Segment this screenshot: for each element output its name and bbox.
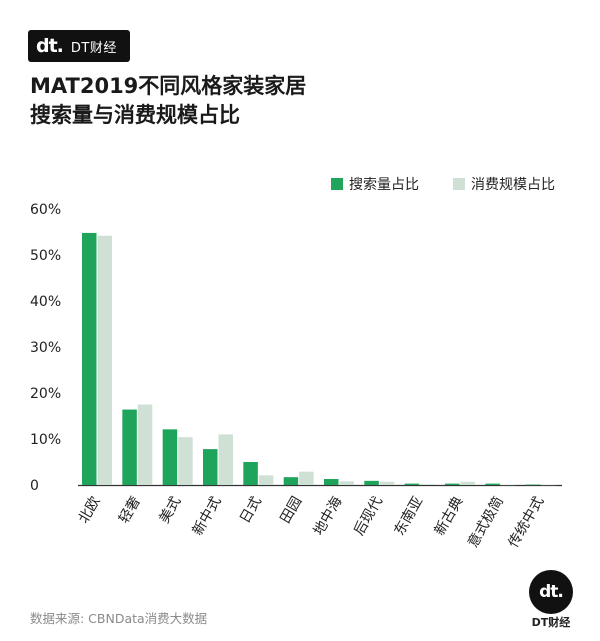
x-tick-label: 后现代: [351, 494, 386, 538]
legend-label-0: 搜索量占比: [349, 176, 419, 193]
x-tick-label: 地中海: [311, 494, 346, 538]
bar-search: [324, 479, 339, 485]
dt-logo-name: DT财经: [531, 616, 571, 629]
bar-search: [82, 232, 97, 485]
y-tick-label: 30%: [30, 340, 61, 356]
chart-title-line-1: MAT2019不同风格家装家居: [30, 74, 307, 98]
data-source: 数据来源: CBNData消费大数据: [30, 611, 208, 626]
bar-consumption: [258, 475, 274, 485]
x-tick-label: 北欧: [76, 494, 104, 526]
y-tick-label: 10%: [30, 432, 61, 448]
bar-search: [162, 429, 178, 485]
bar-search: [243, 462, 258, 485]
brand-badge: dt. DT财经: [28, 30, 130, 62]
bar-consumption: [137, 404, 153, 485]
x-tick-label: 东南亚: [391, 494, 426, 538]
x-tick-label: 美式: [156, 494, 184, 526]
legend-swatch-1: [453, 178, 465, 190]
brand-logo-mark: dt.: [36, 35, 64, 57]
y-tick-label: 60%: [30, 202, 61, 218]
bar-consumption: [460, 481, 475, 485]
y-tick-label: 50%: [30, 248, 61, 264]
bar-consumption: [178, 437, 193, 485]
legend-label-1: 消费规模占比: [471, 177, 555, 193]
x-tick-label: 新古典: [432, 494, 467, 538]
bar-consumption: [420, 484, 435, 485]
x-tick-label: 新中式: [190, 494, 225, 538]
chart-title: MAT2019不同风格家装家居 搜索量与消费规模占比: [30, 72, 570, 130]
bar-search: [122, 409, 137, 485]
x-tick-label: 轻奢: [116, 494, 144, 526]
bar-search: [485, 483, 500, 485]
x-tick-label: 日式: [237, 494, 265, 526]
y-tick-label: 20%: [30, 386, 61, 402]
legend-swatch-0: [331, 178, 343, 190]
bar-search: [404, 483, 420, 485]
bar-search: [364, 480, 379, 485]
y-tick-label: 0: [30, 478, 39, 494]
bar-consumption: [299, 471, 314, 485]
bar-consumption: [339, 481, 354, 485]
bar-consumption: [218, 434, 233, 485]
x-tick-label: 意式极简: [464, 494, 507, 551]
bar-search: [445, 483, 460, 485]
bar-consumption: [541, 484, 556, 486]
x-tick-label: 田园: [277, 494, 305, 526]
chart-title-line-2: 搜索量与消费规模占比: [30, 103, 240, 127]
y-tick-label: 40%: [30, 294, 61, 310]
bar-search: [283, 477, 299, 485]
bar-consumption: [379, 481, 395, 485]
dt-logo-circle: dt.: [529, 570, 573, 614]
bar-consumption: [97, 235, 112, 485]
brand-name: DT财经: [70, 40, 117, 56]
bar-search: [203, 449, 218, 485]
x-tick-label: 传统中式: [505, 494, 547, 550]
bar-search: [525, 484, 541, 486]
bar-consumption: [500, 484, 516, 486]
